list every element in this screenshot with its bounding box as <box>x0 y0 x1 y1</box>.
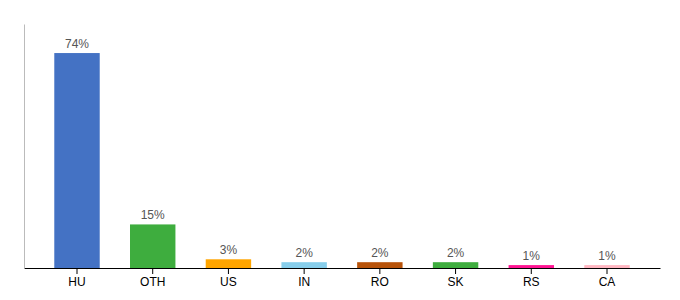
data-label: 2% <box>447 246 465 260</box>
bar <box>54 53 99 268</box>
x-tick-mark <box>455 268 456 274</box>
data-label: 1% <box>598 249 616 263</box>
y-axis-line <box>24 25 25 269</box>
x-tick-mark <box>228 268 229 274</box>
x-tick: US <box>220 268 237 289</box>
bar <box>357 262 402 268</box>
x-axis-line <box>25 268 661 269</box>
x-tick-label: HU <box>68 275 85 289</box>
bar <box>206 259 251 268</box>
data-label: 2% <box>371 246 389 260</box>
bars <box>54 53 629 268</box>
x-tick: IN <box>298 268 310 289</box>
x-tick-mark <box>77 268 78 274</box>
bar <box>130 224 175 268</box>
x-tick-label: RO <box>371 275 389 289</box>
data-label: 15% <box>141 208 165 222</box>
data-labels: 74% 15% 3% 2% 2% 2% 1% 1% <box>65 37 616 263</box>
x-tick-label: CA <box>599 275 616 289</box>
bar <box>281 262 326 268</box>
x-tick: CA <box>599 268 616 289</box>
x-tick-label: OTH <box>140 275 165 289</box>
x-tick-mark <box>304 268 305 274</box>
x-tick-label: RS <box>523 275 540 289</box>
data-label: 74% <box>65 37 89 51</box>
x-tick: OTH <box>140 268 165 289</box>
chart: 74% 15% 3% 2% 2% 2% 1% 1% HU OTH US IN RO SK RS CA <box>0 0 680 300</box>
y-axis <box>24 25 25 269</box>
x-tick: RS <box>523 268 540 289</box>
data-label: 3% <box>220 243 238 257</box>
x-tick-mark <box>531 268 532 274</box>
x-tick-label: SK <box>448 275 464 289</box>
x-axis: HU OTH US IN RO SK RS CA <box>25 268 661 289</box>
bar <box>584 265 629 268</box>
data-label: 1% <box>523 249 541 263</box>
x-tick: HU <box>68 268 85 289</box>
x-tick: SK <box>448 268 464 289</box>
x-tick: RO <box>371 268 389 289</box>
x-tick-mark <box>607 268 608 274</box>
x-tick-label: IN <box>298 275 310 289</box>
x-tick-mark <box>379 268 380 274</box>
x-tick-label: US <box>220 275 237 289</box>
data-label: 2% <box>295 246 313 260</box>
x-tick-mark <box>152 268 153 274</box>
bar <box>509 265 554 268</box>
plot: 74% 15% 3% 2% 2% 2% 1% 1% HU OTH US IN RO SK RS CA <box>25 25 661 289</box>
bar <box>433 262 478 268</box>
